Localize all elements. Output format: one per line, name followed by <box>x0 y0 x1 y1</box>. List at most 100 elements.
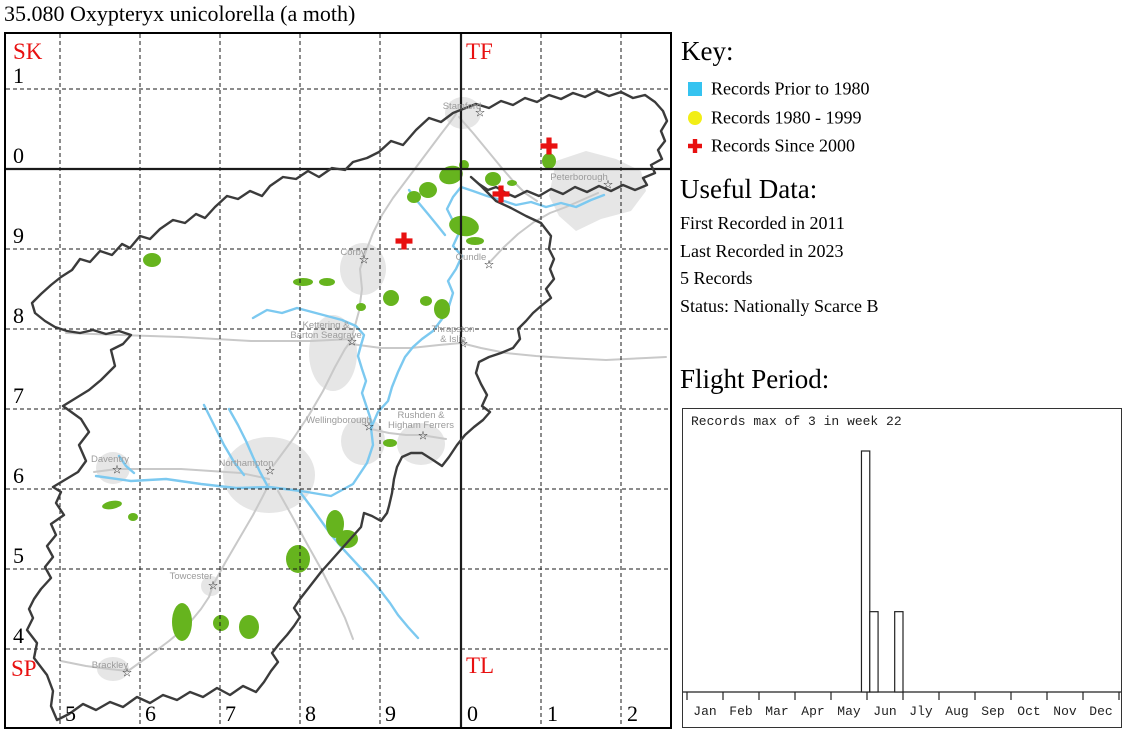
month-label: Jun <box>873 704 896 719</box>
town-star-icon: ☆ <box>484 258 495 272</box>
distribution-map: Stamford ☆ Peterborough ☆ Oundle ☆ Corby ☆ Thrap… <box>4 32 672 729</box>
grid-col-number: 7 <box>225 701 236 726</box>
town-label: Oundle <box>456 252 487 263</box>
key-item-prior-1980: Records Prior to 1980 <box>688 77 869 99</box>
town-label: Northampton <box>219 458 274 469</box>
grid-col-number: 9 <box>385 701 396 726</box>
flight-period-heading: Flight Period: <box>680 364 830 394</box>
grid-letter: TL <box>466 653 494 678</box>
grid-row-number: 0 <box>13 143 24 168</box>
town-star-icon: ☆ <box>475 106 486 120</box>
urban-kettering <box>309 315 357 391</box>
grid-letter: SK <box>13 39 43 64</box>
town-label: Stamford <box>443 101 482 112</box>
red-cross-glyph <box>688 138 702 153</box>
grid-letter: TF <box>466 39 493 64</box>
grid-row-number: 5 <box>13 543 24 568</box>
urban-peterborough <box>549 151 646 231</box>
town-label: Towcester <box>170 571 213 582</box>
red-cross-icon <box>688 138 702 153</box>
river-ise <box>251 306 374 429</box>
town-star-icon: ☆ <box>418 429 429 443</box>
key-item-label: Records Prior to 1980 <box>711 78 870 99</box>
month-label: Aug <box>945 704 968 719</box>
month-label: Apr <box>801 704 824 719</box>
town-star-icon: ☆ <box>458 337 469 351</box>
grid-col-number: 2 <box>627 701 638 726</box>
town-label: Thrapston <box>432 324 475 335</box>
town-label: Kettering & <box>303 320 351 331</box>
grid-col-number: 5 <box>65 701 76 726</box>
grid-letter: SP <box>11 656 37 681</box>
useful-data-line: Status: Nationally Scarce B <box>680 296 879 316</box>
grid-row-number: 4 <box>13 623 24 648</box>
grid-row-number: 1 <box>13 63 24 88</box>
record-layer <box>395 137 558 250</box>
flight-week-bar <box>860 450 871 693</box>
cyan-square-icon <box>688 81 702 96</box>
month-label: Jan <box>693 704 716 719</box>
urban-corby <box>340 243 386 295</box>
flight-week-bar <box>894 611 904 693</box>
woodland <box>102 153 556 641</box>
key-item-label: Records 1980 - 1999 <box>711 107 862 128</box>
town-label: Daventry <box>91 454 129 465</box>
key-heading: Key: <box>681 36 734 66</box>
month-label: Dec <box>1089 704 1112 719</box>
urban-northampton <box>223 437 315 513</box>
record-cross <box>395 232 413 250</box>
chart-annotation: Records max of 3 in week 22 <box>691 414 902 429</box>
grid-row-number: 7 <box>13 383 24 408</box>
record-cross <box>540 137 558 155</box>
month-label: Mar <box>765 704 788 719</box>
town-label: Brackley <box>92 660 129 671</box>
useful-data-line: Last Recorded in 2023 <box>680 241 844 261</box>
grid-col-number: 0 <box>467 701 478 726</box>
town-star-icon: ☆ <box>112 463 123 477</box>
month-label: Sep <box>981 704 1004 719</box>
town-label: Rushden & <box>397 410 445 421</box>
month-label: Oct <box>1017 704 1040 719</box>
town-star-icon: ☆ <box>347 335 358 349</box>
month-label: Feb <box>729 704 752 719</box>
key-item-since-2000: Records Since 2000 <box>688 134 855 156</box>
grid-row-number: 8 <box>13 303 24 328</box>
town-star-icon: ☆ <box>603 178 614 192</box>
town-label: Barton Seagrave <box>290 330 361 341</box>
useful-data-line: 5 Records <box>680 268 753 288</box>
yellow-circle-icon <box>688 110 702 125</box>
town-star-icon: ☆ <box>364 420 375 434</box>
month-label: Nov <box>1053 704 1077 719</box>
town-star-icon: ☆ <box>359 253 370 267</box>
flight-period-chart: Records max of 3 in week 22 Jan Feb Mar Apr… <box>682 408 1122 728</box>
flight-week-bar <box>869 611 879 693</box>
map-svg: Stamford☆Peterborough☆Oundle☆Corby☆Thrap… <box>6 34 670 727</box>
grid-row-number: 6 <box>13 463 24 488</box>
grid-col-number: 1 <box>547 701 558 726</box>
month-label: May <box>837 704 861 719</box>
record-cross <box>492 185 510 203</box>
grid-col-number: 6 <box>145 701 156 726</box>
chart-svg: Jan Feb Mar Apr May Jun Jly Aug Sep Oct Nov Dec <box>683 450 1121 719</box>
key-item-1980-1999: Records 1980 - 1999 <box>688 106 861 128</box>
grid-col-number: 8 <box>305 701 316 726</box>
useful-data-line: First Recorded in 2011 <box>680 213 845 233</box>
page-title: 35.080 Oxypteryx unicolorella (a moth) <box>4 1 356 26</box>
key-item-label: Records Since 2000 <box>711 135 855 156</box>
town-label: Wellingborough <box>306 415 372 426</box>
town-star-icon: ☆ <box>265 464 276 478</box>
town-label: Higham Ferrers <box>388 420 454 431</box>
town-star-icon: ☆ <box>208 579 219 593</box>
town-layer: Stamford☆Peterborough☆Oundle☆Corby☆Thrap… <box>91 101 613 680</box>
month-label: Jly <box>909 704 933 719</box>
county-boundary <box>25 89 669 722</box>
town-label: Corby <box>340 247 366 258</box>
grid-row-number: 9 <box>13 223 24 248</box>
town-star-icon: ☆ <box>122 666 133 680</box>
useful-data-heading: Useful Data: <box>680 174 818 204</box>
town-label: Peterborough <box>550 172 608 183</box>
urban-areas <box>96 97 646 681</box>
town-label: & Islip <box>440 334 466 345</box>
